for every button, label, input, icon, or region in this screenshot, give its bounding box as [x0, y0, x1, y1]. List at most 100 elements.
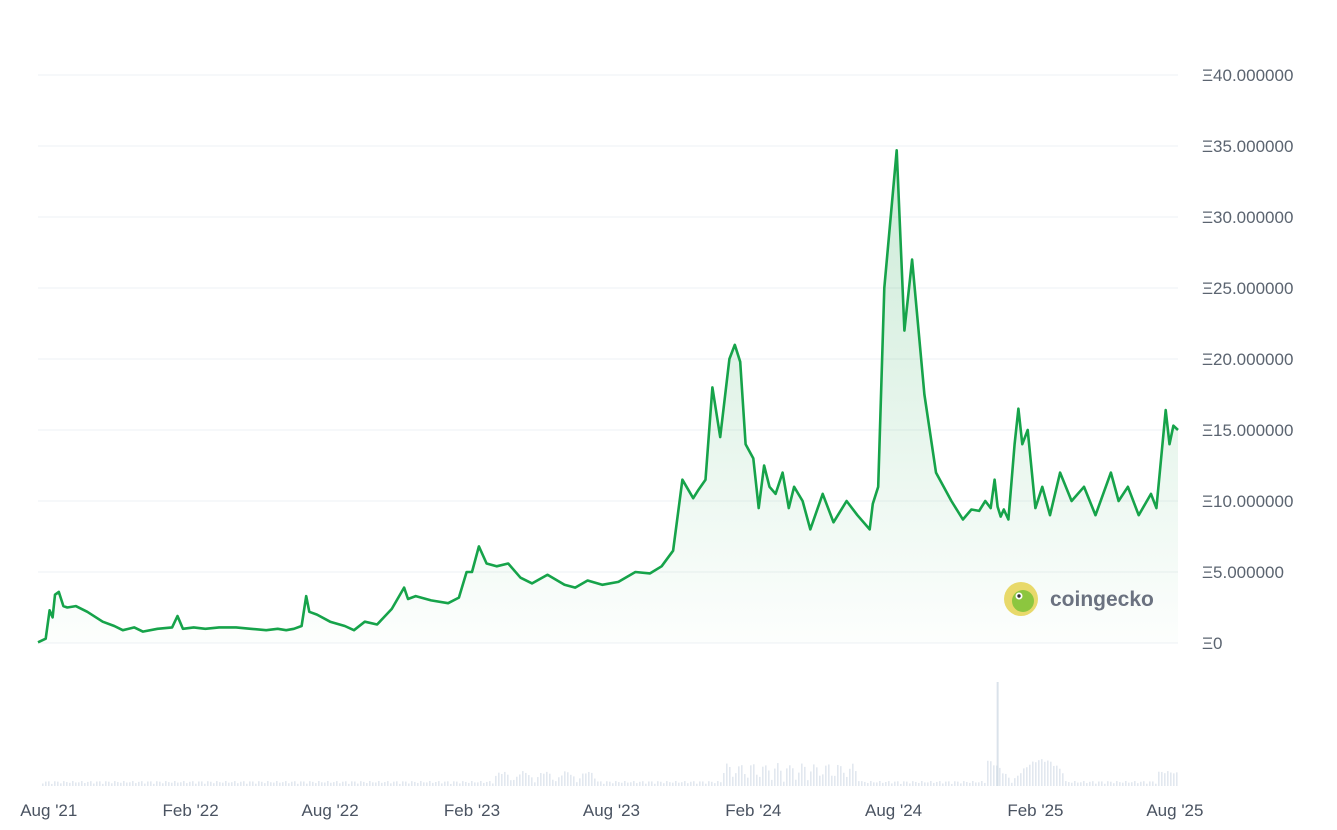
volume-bar	[465, 781, 467, 786]
volume-bar	[552, 779, 554, 786]
volume-bar	[189, 781, 191, 786]
volume-bar	[78, 782, 80, 786]
volume-bar	[150, 781, 152, 786]
volume-bar	[948, 781, 950, 786]
volume-bar	[663, 783, 665, 786]
volume-bar	[723, 773, 725, 786]
volume-bar	[897, 781, 899, 786]
volume-bar	[696, 783, 698, 786]
volume-bar	[786, 768, 788, 786]
volume-bar	[1158, 771, 1160, 786]
volume-bar	[984, 782, 986, 786]
volume-bar	[450, 783, 452, 786]
volume-bar	[420, 781, 422, 786]
volume-bar	[66, 782, 68, 786]
volume-bar	[645, 783, 647, 786]
volume-bar	[162, 783, 164, 786]
volume-bar	[774, 768, 776, 786]
volume-bar	[1155, 783, 1157, 786]
volume-bar	[1128, 782, 1130, 786]
volume-bar	[285, 781, 287, 786]
volume-bar	[1140, 781, 1142, 786]
volume-bar	[366, 783, 368, 786]
volume-bar	[969, 782, 971, 786]
volume-bar	[801, 763, 803, 786]
volume-bar	[540, 773, 542, 786]
volume-bar	[960, 783, 962, 786]
volume-bar	[621, 782, 623, 786]
volume-bar	[528, 775, 530, 786]
volume-bar	[1125, 781, 1127, 786]
volume-bar	[102, 783, 104, 786]
volume-bar	[909, 783, 911, 786]
volume-bar	[726, 763, 728, 786]
volume-bar	[69, 782, 71, 786]
volume-bar	[516, 776, 518, 786]
volume-bar	[96, 781, 98, 786]
volume-bar	[324, 782, 326, 786]
volume-bar	[321, 782, 323, 786]
volume-bar	[129, 782, 131, 786]
volume-bar	[819, 775, 821, 786]
x-tick-label: Aug '22	[302, 801, 359, 820]
volume-bar	[747, 777, 749, 786]
volume-bar	[1047, 760, 1049, 786]
volume-bar	[438, 781, 440, 786]
volume-bar	[990, 761, 992, 786]
volume-bar	[159, 781, 161, 786]
volume-bar	[1071, 782, 1073, 786]
volume-bar	[834, 775, 836, 786]
volume-bar	[297, 783, 299, 786]
volume-bar	[345, 781, 347, 786]
volume-bar	[72, 781, 74, 786]
volume-bar	[1035, 762, 1037, 786]
volume-bar	[780, 770, 782, 786]
volume-bar	[885, 782, 887, 786]
volume-bar	[813, 764, 815, 786]
volume-bar	[1146, 783, 1148, 786]
volume-bar	[126, 782, 128, 786]
volume-bar	[627, 782, 629, 786]
volume-bar	[756, 774, 758, 786]
volume-bar	[141, 781, 143, 786]
volume-bar	[912, 781, 914, 786]
volume-bar	[495, 775, 497, 786]
coingecko-logo-pupil	[1017, 594, 1021, 598]
volume-bar	[894, 781, 896, 786]
volume-bar	[1161, 771, 1163, 786]
volume-bar	[462, 781, 464, 786]
volume-bar	[573, 776, 575, 786]
y-tick-label: Ξ25.000000	[1202, 279, 1293, 298]
volume-bar	[1104, 783, 1106, 786]
volume-bar	[993, 765, 995, 786]
volume-bar	[1164, 773, 1166, 786]
volume-bar	[336, 781, 338, 786]
volume-bar	[384, 782, 386, 786]
volume-bar	[816, 767, 818, 786]
volume-bar	[1005, 773, 1007, 786]
volume-bar	[840, 766, 842, 786]
volume-bar	[441, 783, 443, 786]
volume-bar	[681, 782, 683, 786]
volume-bar	[705, 783, 707, 786]
volume-bar	[240, 781, 242, 786]
volume-bar	[342, 781, 344, 786]
volume-bar	[1137, 783, 1139, 786]
volume-bar	[906, 781, 908, 786]
volume-bars	[42, 682, 1178, 786]
volume-bar	[399, 783, 401, 786]
volume-bar	[99, 781, 101, 786]
volume-bar	[729, 766, 731, 786]
volume-bar	[669, 782, 671, 786]
volume-bar	[771, 779, 773, 786]
volume-bar	[849, 768, 851, 786]
volume-bar	[117, 782, 119, 786]
volume-bar	[1029, 764, 1031, 786]
volume-bar	[480, 781, 482, 786]
volume-bar	[54, 781, 56, 786]
volume-bar	[501, 773, 503, 786]
volume-bar	[903, 781, 905, 786]
volume-bar	[843, 772, 845, 786]
volume-bar	[900, 783, 902, 786]
volume-bar	[924, 782, 926, 786]
